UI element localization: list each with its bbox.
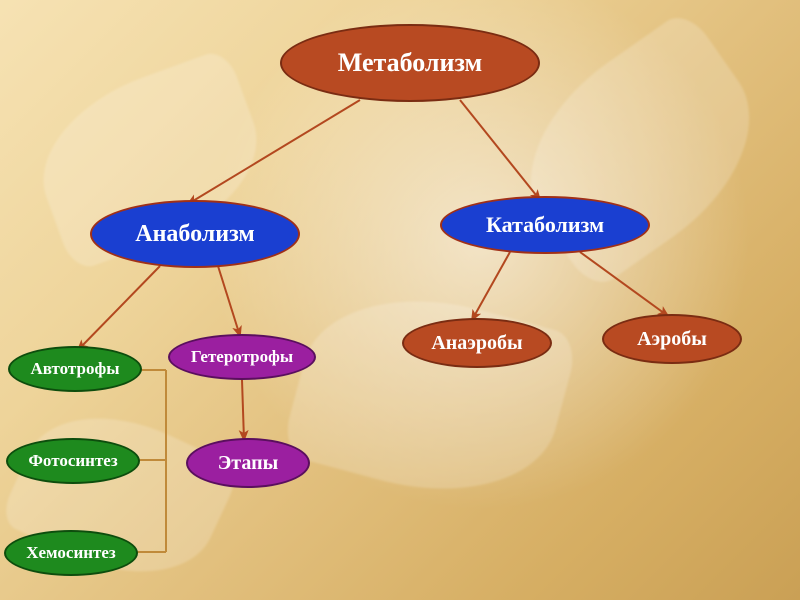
node-photosynthesis: Фотосинтез — [6, 438, 140, 484]
node-metabolism: Метаболизм — [280, 24, 540, 102]
node-chemosynthesis: Хемосинтез — [4, 530, 138, 576]
node-heterotrophs: Гетеротрофы — [168, 334, 316, 380]
node-aerobes: Аэробы — [602, 314, 742, 364]
node-anabolism: Анаболизм — [90, 200, 300, 268]
node-anaerobes: Анаэробы — [402, 318, 552, 368]
node-stages: Этапы — [186, 438, 310, 488]
node-catabolism: Катаболизм — [440, 196, 650, 254]
diagram-stage: Метаболизм Анаболизм Катаболизм Автотрофы Ге… — [0, 0, 800, 600]
node-autotrophs: Автотрофы — [8, 346, 142, 392]
